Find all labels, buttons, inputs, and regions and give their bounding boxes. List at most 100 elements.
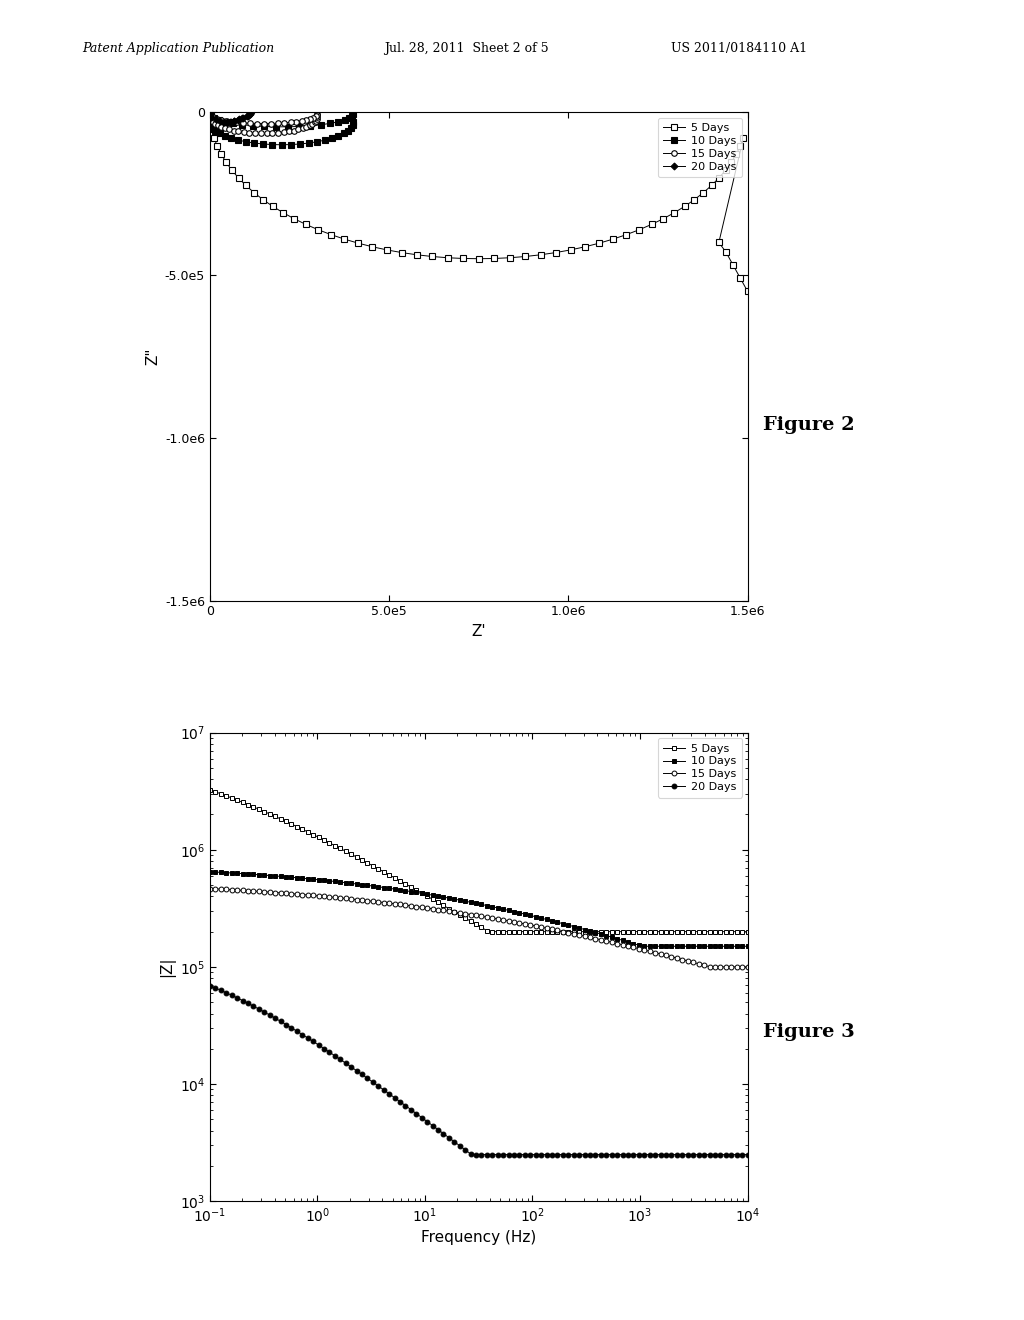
10 Days: [204, 114, 216, 129]
10 Days: [339, 112, 351, 128]
15 Days: [480, 909, 493, 925]
X-axis label: Frequency (Hz): Frequency (Hz): [421, 1230, 537, 1245]
20 Days: [470, 1147, 482, 1163]
20 Days: [214, 99, 226, 115]
Text: US 2011/0184110 A1: US 2011/0184110 A1: [671, 42, 807, 55]
15 Days: [211, 111, 223, 127]
Line: 5 Days: 5 Days: [207, 110, 751, 294]
20 Days: [228, 114, 241, 129]
15 Days: [204, 107, 216, 123]
10 Days: [219, 114, 231, 129]
20 Days: [223, 98, 236, 114]
5 Days: [645, 216, 657, 232]
10 Days: [204, 863, 216, 879]
20 Days: [241, 108, 253, 124]
10 Days: [319, 132, 332, 148]
10 Days: [209, 123, 221, 139]
20 Days: [204, 978, 216, 994]
10 Days: [314, 116, 327, 132]
Text: Figure 2: Figure 2: [763, 416, 854, 434]
20 Days: [224, 114, 237, 129]
10 Days: [741, 939, 754, 954]
20 Days: [221, 114, 233, 129]
20 Days: [244, 106, 256, 121]
10 Days: [266, 137, 279, 153]
5 Days: [633, 222, 645, 238]
5 Days: [703, 924, 716, 940]
20 Days: [329, 1048, 341, 1064]
20 Days: [226, 98, 239, 114]
15 Days: [524, 917, 537, 933]
Line: 20 Days: 20 Days: [208, 983, 750, 1158]
10 Days: [324, 115, 336, 131]
15 Days: [720, 958, 732, 974]
Y-axis label: Z": Z": [145, 347, 161, 366]
5 Days: [426, 248, 438, 264]
10 Days: [703, 939, 716, 954]
10 Days: [204, 106, 216, 121]
20 Days: [244, 102, 256, 117]
10 Days: [205, 117, 217, 133]
10 Days: [237, 116, 249, 132]
10 Days: [347, 106, 359, 121]
10 Days: [258, 119, 270, 135]
20 Days: [217, 98, 229, 114]
5 Days: [741, 284, 754, 300]
Y-axis label: |Z|: |Z|: [160, 957, 175, 977]
20 Days: [227, 114, 240, 129]
15 Days: [741, 958, 754, 974]
10 Days: [346, 117, 358, 133]
10 Days: [282, 119, 294, 135]
20 Days: [242, 108, 254, 124]
10 Days: [294, 136, 306, 152]
10 Days: [205, 108, 217, 124]
20 Days: [209, 99, 221, 115]
15 Days: [307, 887, 319, 903]
5 Days: [480, 923, 493, 939]
20 Days: [224, 114, 237, 129]
5 Days: [529, 924, 542, 940]
20 Days: [245, 104, 257, 120]
15 Days: [249, 125, 261, 141]
10 Days: [343, 110, 355, 125]
10 Days: [345, 120, 357, 136]
5 Days: [300, 216, 312, 232]
Legend: 5 Days, 10 Days, 15 Days, 20 Days: 5 Days, 10 Days, 15 Days, 20 Days: [657, 738, 742, 797]
20 Days: [218, 114, 230, 129]
10 Days: [342, 123, 354, 139]
15 Days: [329, 890, 341, 906]
10 Days: [275, 137, 288, 153]
20 Days: [220, 98, 232, 114]
5 Days: [206, 121, 218, 137]
5 Days: [307, 826, 319, 842]
10 Days: [225, 131, 238, 147]
10 Days: [213, 125, 225, 141]
20 Days: [238, 110, 250, 125]
10 Days: [333, 128, 345, 144]
Line: 10 Days: 10 Days: [207, 111, 356, 148]
10 Days: [240, 133, 252, 149]
5 Days: [208, 129, 220, 145]
10 Days: [720, 939, 732, 954]
10 Days: [326, 131, 338, 147]
20 Days: [204, 107, 216, 123]
5 Days: [204, 781, 216, 797]
5 Days: [204, 104, 216, 120]
10 Days: [480, 898, 493, 913]
15 Days: [204, 110, 216, 125]
10 Days: [208, 110, 220, 125]
15 Days: [255, 125, 267, 141]
20 Days: [236, 99, 248, 115]
15 Days: [204, 106, 216, 121]
10 Days: [332, 114, 344, 129]
10 Days: [248, 135, 260, 150]
10 Days: [247, 117, 259, 133]
20 Days: [720, 1147, 732, 1163]
5 Days: [486, 924, 499, 940]
10 Days: [227, 115, 240, 131]
10 Days: [257, 136, 269, 152]
5 Days: [329, 838, 341, 854]
20 Days: [240, 100, 252, 116]
10 Days: [338, 125, 350, 141]
10 Days: [231, 132, 244, 148]
